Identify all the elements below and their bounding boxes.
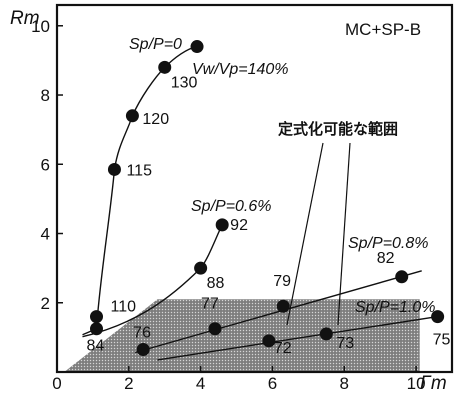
- data-point: [194, 261, 208, 275]
- data-point: [90, 322, 103, 336]
- x-tick-label: 0: [52, 374, 61, 393]
- series-label-vw-ratio: Vw/Vp=140%: [192, 61, 289, 78]
- series-line-sp06: [82, 224, 223, 338]
- data-point: [125, 109, 139, 123]
- data-point-label: 110: [111, 299, 137, 316]
- data-point: [136, 342, 150, 356]
- data-point-label: 75: [433, 332, 451, 349]
- data-point: [107, 162, 121, 176]
- y-tick-label: 8: [41, 86, 50, 105]
- data-point: [208, 322, 222, 336]
- data-point-label: 115: [126, 162, 152, 179]
- series-label-sp10: Sp/P=1.0%: [355, 299, 436, 316]
- x-tick-label: 4: [196, 374, 205, 393]
- annotation-pointer-2: [337, 142, 351, 326]
- data-point: [215, 218, 229, 232]
- data-point-label: 72: [274, 340, 292, 357]
- x-tick-label: 2: [124, 374, 133, 393]
- y-tick-label: 6: [41, 155, 50, 174]
- x-axis-label: Γm: [420, 373, 447, 394]
- data-point-label: 73: [336, 335, 354, 352]
- y-tick-label: 2: [41, 294, 50, 313]
- data-point-label: 77: [201, 296, 219, 313]
- panel-title: MC+SP-B: [345, 20, 421, 39]
- y-tick-label: 4: [41, 225, 50, 244]
- x-tick-label: 10: [407, 374, 426, 393]
- y-axis-label: Rm: [10, 8, 40, 29]
- data-point: [158, 60, 172, 74]
- data-point-label: 84: [87, 338, 105, 355]
- series-label-sp0: Sp/P=0: [129, 36, 182, 53]
- data-point-label: 82: [377, 250, 395, 267]
- data-point: [395, 270, 409, 284]
- plot-frame: [55, 3, 454, 374]
- data-point: [190, 40, 204, 54]
- series-line-sp10: [157, 315, 438, 361]
- y-tick-label: 10: [31, 17, 50, 36]
- data-point-label: 92: [230, 217, 248, 234]
- x-tick-label: 6: [268, 374, 277, 393]
- x-tick-label: 8: [340, 374, 349, 393]
- data-point-label: 88: [207, 275, 225, 292]
- annotation-formulable-range: 定式化可能な範囲: [278, 120, 398, 138]
- data-point: [262, 334, 276, 348]
- series-line-sp0: [82, 45, 198, 336]
- series-label-sp06: Sp/P=0.6%: [191, 198, 272, 215]
- data-point-label: 79: [273, 273, 291, 290]
- formulable-range-region: [64, 299, 420, 372]
- data-point-label: 130: [171, 74, 198, 91]
- data-point: [319, 327, 333, 341]
- data-point-label: 120: [142, 111, 169, 128]
- series-label-sp08: Sp/P=0.8%: [348, 235, 429, 252]
- data-point-label: 76: [133, 324, 151, 341]
- data-point: [431, 310, 445, 324]
- data-point: [276, 299, 290, 313]
- data-point: [90, 310, 103, 324]
- annotation-pointer-1: [286, 142, 324, 326]
- series-line-sp08: [134, 270, 422, 354]
